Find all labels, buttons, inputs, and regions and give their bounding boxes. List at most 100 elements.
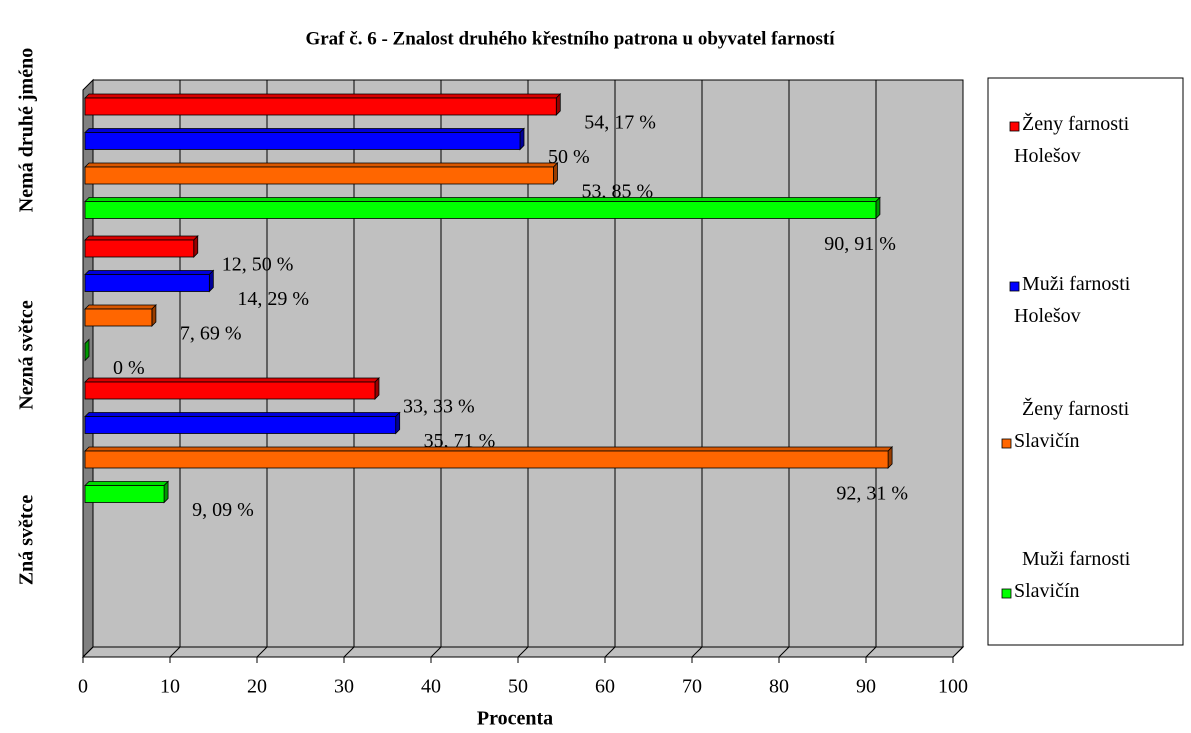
bar-top [84,162,559,168]
bar [84,411,401,435]
legend-label: Ženy farnosti Holešov [1014,112,1130,167]
legend-marker [1009,121,1020,132]
value-label: 35, 71 % [424,430,496,452]
legend-line: Holešov [1014,145,1081,167]
value-label: 7, 69 % [180,323,242,345]
grid-line [604,80,616,658]
value-label: 54, 17 % [584,112,656,134]
bar-side [519,127,525,151]
legend-line: Slavičín [1014,580,1080,602]
x-tick-label: 100 [938,676,968,698]
grid-line [778,80,790,658]
legend-marker [1001,588,1012,599]
x-tick-label: 70 [682,676,702,698]
bar-front [84,239,195,258]
bar-side [887,446,893,469]
grid-line [691,80,703,658]
value-label: 12, 50 % [222,254,294,276]
x-tick-label: 40 [421,676,441,698]
x-tick-label: 80 [769,676,789,698]
legend-line: Holešov [1014,305,1081,327]
value-label: 92, 31 % [836,483,908,505]
x-tick-label: 30 [334,676,354,698]
grid-line [430,80,442,658]
bar-top [84,235,199,241]
bar [84,269,215,293]
value-label: 53, 85 % [581,181,653,203]
legend-label: Ženy farnosti Slavičín [1014,397,1130,452]
bar-front [84,450,889,469]
legend-label: Muži farnosti Holešov [1014,273,1131,327]
bar-side [374,377,380,400]
bar-top [84,197,881,202]
bar [84,338,90,362]
bar-front [84,166,554,185]
bar-side [875,196,881,220]
value-label: 50 % [548,146,590,168]
bar-side [553,162,558,185]
bar-front [84,485,165,503]
x-tick-label: 20 [247,676,267,698]
bar [84,235,199,258]
bar-side [84,338,90,362]
bar [84,377,380,400]
bar [84,446,894,469]
category-label: Zná světce [16,495,38,586]
legend-line: Muži farnosti [1022,548,1131,570]
legend-label: Muži farnosti Slavičín [1014,548,1131,602]
grid-line [865,80,877,658]
bar [84,196,881,220]
legend-line: Muži farnosti [1022,273,1131,295]
bar-top [84,93,562,99]
category-label: Nezná světce [16,300,38,410]
value-label: 9, 09 % [192,499,254,521]
x-tick-label: 10 [160,676,180,698]
grid-line [343,80,355,658]
grid-line [517,80,529,658]
bar [84,304,157,327]
bar-top [84,412,401,417]
bar-side [555,93,561,116]
bar-top [84,446,894,452]
bar [84,127,525,151]
bar-side [208,269,214,293]
bar-front [84,132,521,150]
bar-side [193,235,199,258]
bar-front [84,381,376,400]
value-label: 33, 33 % [403,396,475,418]
bar [84,480,170,504]
bar-front [84,97,557,116]
value-label: 14, 29 % [237,288,309,310]
x-tick-label: 60 [595,676,615,698]
x-tick-label: 90 [856,676,876,698]
bar-side [151,304,157,327]
bar-front [84,201,877,219]
bar-front [84,308,153,327]
bar [84,93,562,116]
x-axis-label: Procenta [477,708,553,730]
bar-front [84,416,397,434]
grid-line [256,80,268,658]
value-label: 0 % [113,357,145,379]
grid-line [952,80,964,658]
legend-line: Ženy farnosti [1022,397,1130,420]
legend-box [987,77,1184,646]
bar-top [84,270,215,275]
bar-side [163,480,169,504]
bar-top [84,481,170,486]
bar-front [84,274,210,292]
bar-top [84,128,525,133]
category-label: Nemá druhé jméno [16,48,38,212]
value-label: 90, 91 % [824,233,896,255]
bar [84,162,559,185]
bar-top [84,304,157,310]
legend-marker [1009,281,1020,292]
legend-line: Ženy farnosti [1022,112,1130,135]
legend-marker [1001,438,1012,449]
chart-title: Graf č. 6 - Znalost druhého křestního pa… [305,28,835,49]
x-tick-label: 0 [78,676,88,698]
grid-line [169,80,181,658]
bar-side [395,411,401,435]
x-tick-label: 50 [508,676,528,698]
